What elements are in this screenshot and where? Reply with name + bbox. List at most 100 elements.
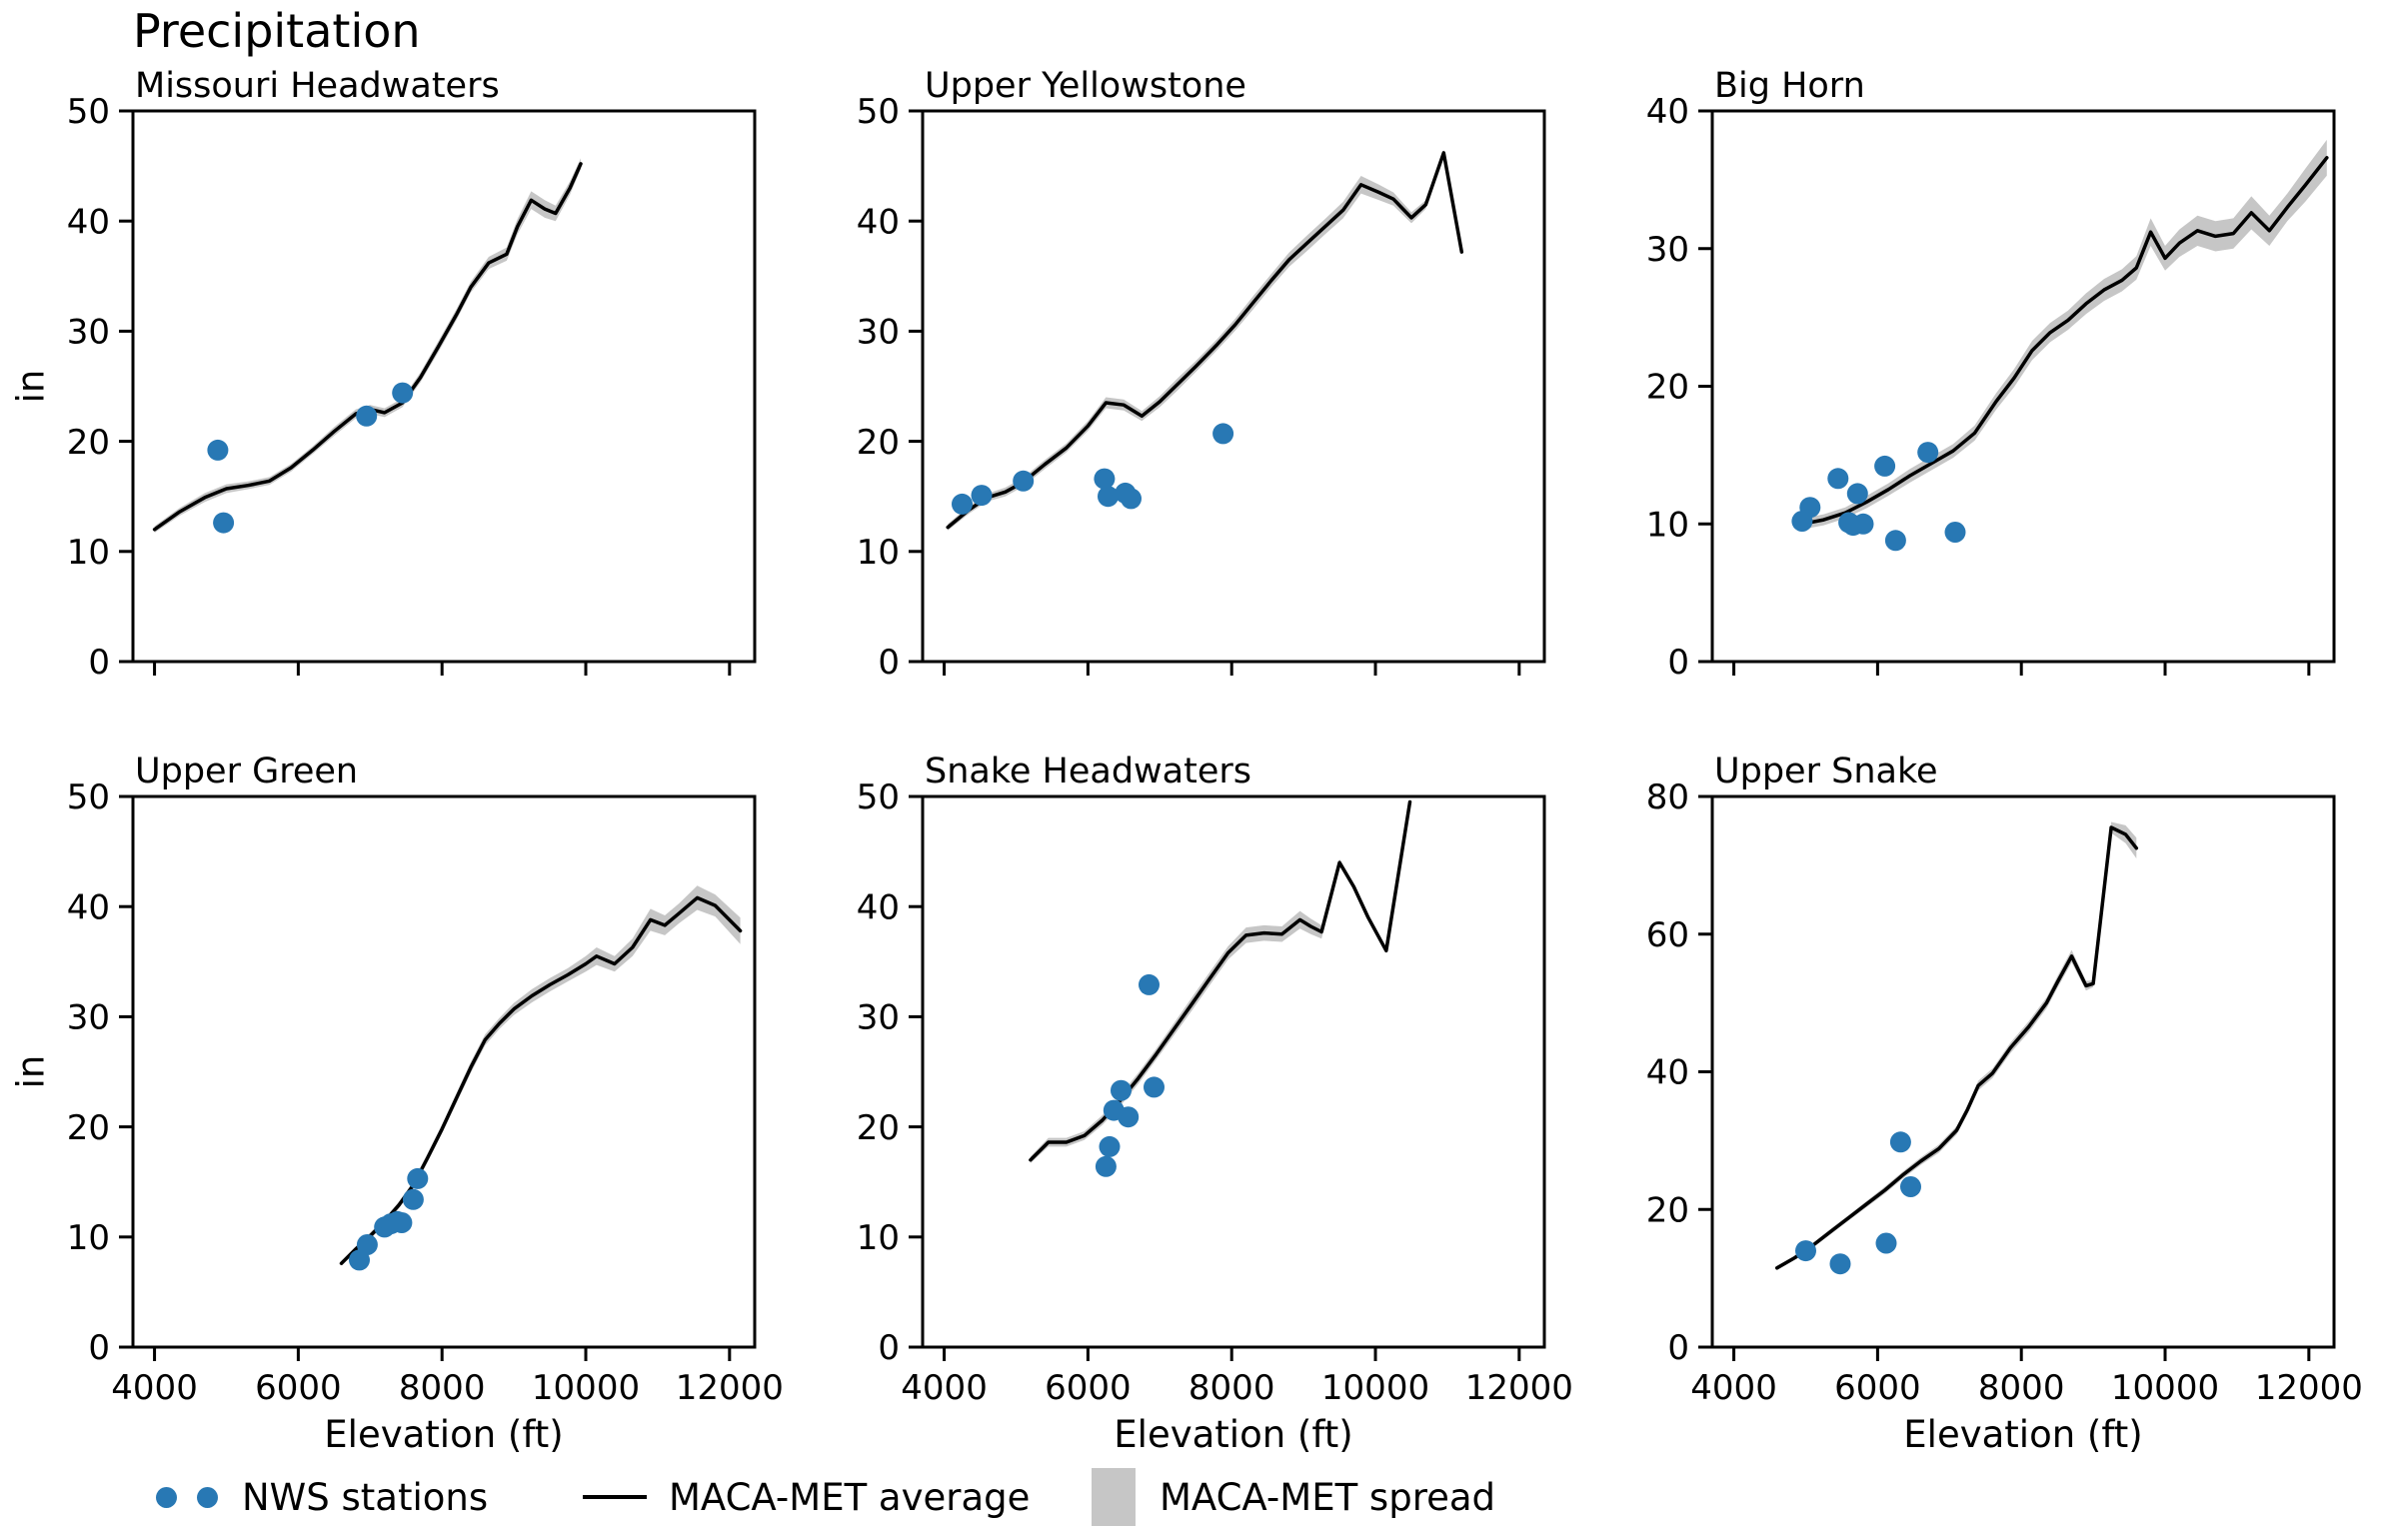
nws-station-point xyxy=(1099,1135,1121,1157)
axes-box xyxy=(921,109,1546,664)
nws-station-point xyxy=(1139,973,1160,995)
nws-station-point xyxy=(1874,455,1896,477)
nws-station-point xyxy=(1829,1253,1851,1275)
x-tick-label: 8000 xyxy=(1978,1368,2065,1408)
x-axis-label: Elevation (ft) xyxy=(1903,1413,2142,1456)
subplot-title-missouri-headwaters: Missouri Headwaters xyxy=(135,66,500,106)
maca-met-spread-band xyxy=(154,158,581,534)
y-axis-label: in xyxy=(9,1055,52,1089)
axes-box xyxy=(1710,109,2336,664)
y-tick-label: 30 xyxy=(857,998,900,1038)
x-tick-label: 6000 xyxy=(1045,1368,1132,1408)
axes-box xyxy=(1710,794,2336,1349)
nws-station-point xyxy=(952,493,973,515)
x-tick-label: 4000 xyxy=(111,1368,198,1408)
legend-item-maca-met-average: MACA-MET average xyxy=(583,1465,1030,1529)
y-tick-label: 0 xyxy=(88,1328,110,1368)
x-tick-label: 10000 xyxy=(532,1368,640,1408)
x-axis-label: Elevation (ft) xyxy=(1114,1413,1352,1456)
maca-met-average-line xyxy=(339,895,743,1265)
y-tick-label: 20 xyxy=(67,423,110,463)
y-tick-label: 0 xyxy=(878,1328,900,1368)
y-tick-label: 40 xyxy=(67,202,110,242)
subplot-upper-green: 0 10 20 30 40 50 4000 6000 8000 10000 12000 Upper G… xyxy=(9,752,784,1456)
nws-station-point xyxy=(1121,488,1142,510)
nws-station-point xyxy=(1889,1131,1911,1153)
maca-met-average-line xyxy=(1774,825,2139,1270)
nws-station-point xyxy=(1094,468,1116,490)
subplot-title-upper-snake: Upper Snake xyxy=(1714,752,1938,791)
nws-station-point xyxy=(1098,486,1119,508)
nws-station-point xyxy=(407,1167,429,1189)
y-tick-label: 40 xyxy=(67,887,110,927)
y-tick-label: 20 xyxy=(857,423,900,463)
x-tick-label: 4000 xyxy=(1690,1368,1777,1408)
subplot-upper-snake: 0 20 40 60 80 4000 6000 8000 10000 12000 Upper Sna… xyxy=(1646,752,2363,1456)
nws-station-point xyxy=(1799,497,1821,519)
figure-title: Precipitation xyxy=(133,4,421,58)
axes-box xyxy=(131,109,757,664)
x-tick-label: 10000 xyxy=(2111,1368,2219,1408)
subplot-title-upper-yellowstone: Upper Yellowstone xyxy=(925,66,1246,106)
y-tick-label: 20 xyxy=(67,1108,110,1148)
subplot-big-horn: 0 10 20 30 40 Big Horn xyxy=(1646,66,2336,683)
y-tick-label: 20 xyxy=(1646,368,1689,408)
y-tick-label: 10 xyxy=(857,533,900,573)
nws-station-point xyxy=(1852,513,1874,535)
nws-station-point xyxy=(1095,1155,1117,1177)
y-tick-label: 40 xyxy=(1646,1053,1689,1093)
x-tick-label: 6000 xyxy=(255,1368,342,1408)
nws-station-point xyxy=(1827,468,1849,490)
y-tick-label: 20 xyxy=(857,1108,900,1148)
y-tick-label: 0 xyxy=(1667,1328,1689,1368)
nws-station-point xyxy=(1144,1076,1165,1098)
y-tick-label: 30 xyxy=(857,313,900,353)
spread-band-swatch xyxy=(1092,1468,1136,1526)
subplot-upper-yellowstone: 0 10 20 30 40 50 Upper Yellowstone xyxy=(857,66,1546,683)
y-tick-label: 20 xyxy=(1646,1190,1689,1230)
y-tick-label: 50 xyxy=(67,777,110,817)
x-tick-label: 6000 xyxy=(1834,1368,1921,1408)
nws-station-point xyxy=(392,382,414,404)
nws-station-point xyxy=(1884,530,1906,552)
y-tick-label: 30 xyxy=(1646,230,1689,270)
y-tick-label: 0 xyxy=(88,643,110,683)
axes-box xyxy=(131,794,757,1349)
subplot-title-big-horn: Big Horn xyxy=(1714,66,1865,106)
y-tick-label: 40 xyxy=(857,887,900,927)
axes-box xyxy=(921,794,1546,1349)
y-tick-label: 10 xyxy=(857,1218,900,1258)
x-tick-label: 12000 xyxy=(1465,1368,1573,1408)
y-axis-label: in xyxy=(9,370,52,404)
nws-station-point xyxy=(1875,1232,1897,1254)
nws-station-point xyxy=(1846,483,1868,505)
legend-item-maca-met-spread: MACA-MET spread xyxy=(1092,1465,1495,1529)
station-dot-icon xyxy=(156,1486,177,1508)
nws-station-point xyxy=(1917,442,1939,464)
y-tick-label: 10 xyxy=(1646,505,1689,545)
x-tick-label: 8000 xyxy=(1189,1368,1275,1408)
legend-label-maca-met-spread: MACA-MET spread xyxy=(1160,1475,1496,1519)
maca-met-average-line xyxy=(1029,799,1412,1162)
nws-station-point xyxy=(1900,1176,1921,1197)
x-tick-label: 4000 xyxy=(901,1368,988,1408)
y-tick-label: 50 xyxy=(857,92,900,132)
nws-station-point xyxy=(356,1234,378,1255)
y-tick-label: 30 xyxy=(67,998,110,1038)
maca-met-spread-band xyxy=(1801,139,2327,530)
nws-station-point xyxy=(402,1188,424,1210)
average-line-swatch xyxy=(583,1495,647,1499)
x-axis-label: Elevation (ft) xyxy=(324,1413,563,1456)
x-tick-label: 10000 xyxy=(1321,1368,1429,1408)
y-tick-label: 60 xyxy=(1646,915,1689,955)
nws-stations-swatch xyxy=(156,1486,218,1508)
subplot-title-snake-headwaters: Snake Headwaters xyxy=(925,752,1251,791)
y-tick-label: 10 xyxy=(67,1218,110,1258)
y-tick-label: 30 xyxy=(67,313,110,353)
y-tick-label: 40 xyxy=(857,202,900,242)
maca-met-spread-band xyxy=(1776,821,2137,1270)
y-tick-label: 0 xyxy=(1667,643,1689,683)
y-tick-label: 40 xyxy=(1646,92,1689,132)
nws-station-point xyxy=(1111,1079,1132,1101)
